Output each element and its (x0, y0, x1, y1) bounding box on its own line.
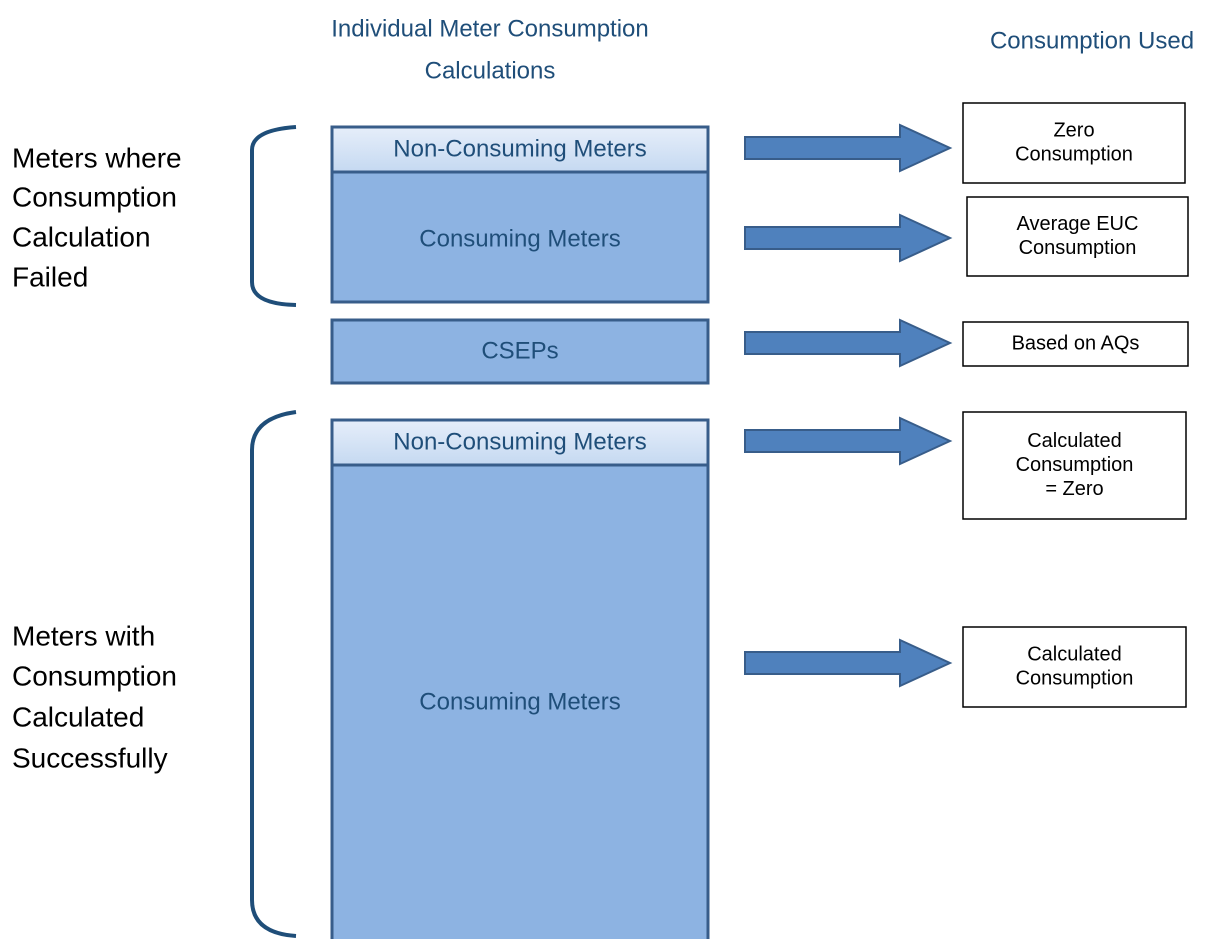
block-label: Consuming Meters (419, 225, 620, 252)
block-label: CSEPs (481, 337, 558, 364)
group-label: Successfully (12, 742, 168, 773)
outcome-label: Consumption (1019, 237, 1137, 259)
brace (250, 125, 297, 307)
outcome-label: = Zero (1045, 478, 1103, 500)
meter-block (330, 418, 710, 467)
outcome-label: Consumption (1016, 454, 1134, 476)
meter-block (330, 170, 710, 304)
arrow (744, 318, 953, 368)
outcome-label: Average EUC (1017, 213, 1139, 235)
meter-block (330, 318, 710, 385)
block-label: Consuming Meters (419, 688, 620, 715)
group-label: Calculation (12, 221, 151, 252)
outcome-label: Zero (1053, 119, 1094, 141)
group-label: Calculated (12, 701, 144, 732)
block-label: Non-Consuming Meters (393, 135, 646, 162)
header: Calculations (425, 57, 556, 84)
group-label: Consumption (12, 660, 177, 691)
outcome-label: Calculated (1027, 643, 1122, 665)
outcome-box (962, 411, 1187, 520)
outcome-label: Based on AQs (1012, 332, 1140, 354)
outcome-label: Consumption (1015, 143, 1133, 165)
outcome-label: Calculated (1027, 430, 1122, 452)
meter-block (330, 463, 710, 939)
arrow (744, 416, 953, 466)
outcome-label: Consumption (1016, 667, 1134, 689)
arrow (744, 213, 953, 263)
brace (250, 410, 297, 938)
group-label: Meters with (12, 620, 155, 651)
header: Consumption Used (990, 27, 1194, 54)
group-label: Consumption (12, 181, 177, 212)
outcome-box (962, 626, 1187, 708)
outcome-box (966, 196, 1189, 277)
header: Individual Meter Consumption (331, 15, 649, 42)
group-label: Failed (12, 261, 88, 292)
block-label: Non-Consuming Meters (393, 428, 646, 455)
meter-block (330, 125, 710, 174)
outcome-box (962, 102, 1186, 184)
arrow (744, 638, 953, 688)
outcome-box (962, 321, 1189, 367)
arrow (744, 123, 953, 173)
group-label: Meters where (12, 142, 182, 173)
